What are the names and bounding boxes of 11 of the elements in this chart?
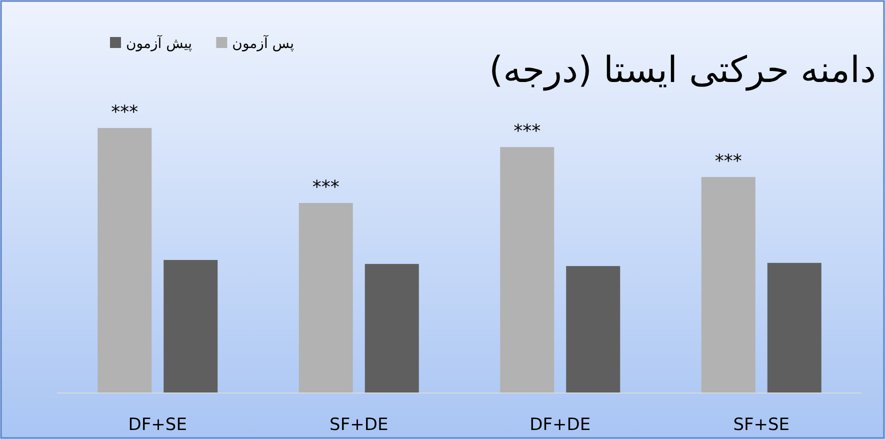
legend-label: پیش آزمون <box>126 34 192 52</box>
legend-label: پس آزمون <box>232 34 294 52</box>
x-tick-label: DF+SE <box>128 415 187 435</box>
annotation: *** <box>714 151 742 172</box>
x-tick-label: SF+DE <box>330 415 388 435</box>
annotation: *** <box>514 121 541 142</box>
x-tick-label: DF+DE <box>530 415 591 435</box>
x-tick-label: SF+SE <box>733 415 790 435</box>
text: *** <box>111 102 138 123</box>
annotation: *** <box>312 176 340 198</box>
chart-title: دامنه حرکتی ایستا (درجه) <box>489 50 876 91</box>
